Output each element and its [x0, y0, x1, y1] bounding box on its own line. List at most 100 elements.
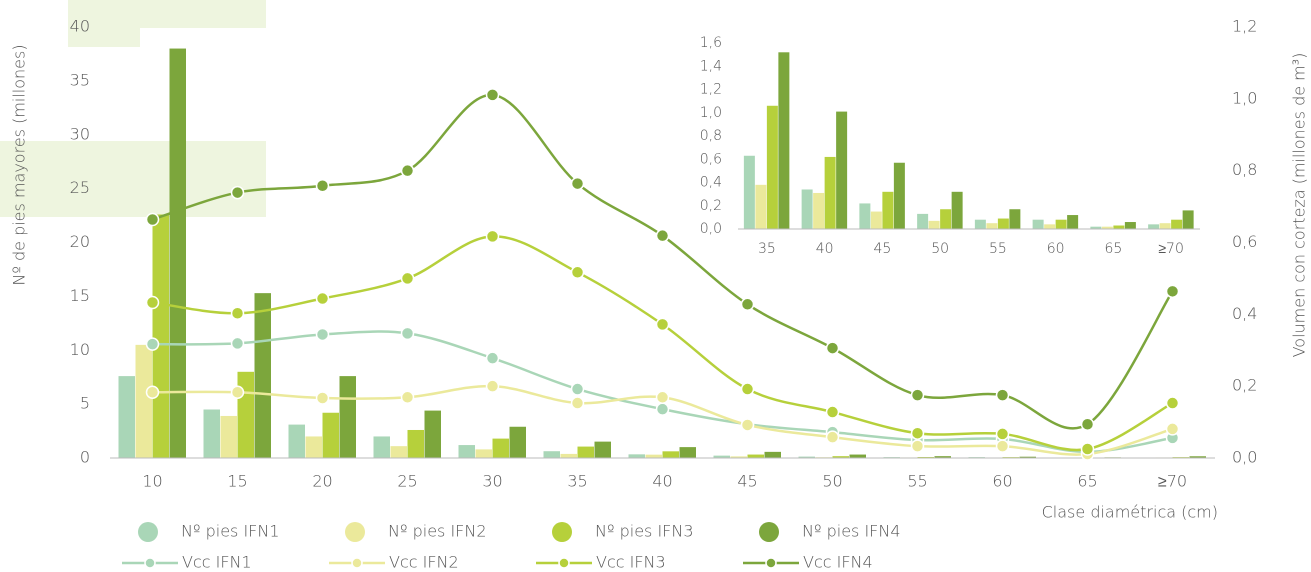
bar: [986, 223, 998, 229]
bar: [1009, 209, 1021, 229]
y-tick-label: 0,8: [700, 128, 722, 144]
bar: [543, 451, 560, 458]
bar: [458, 445, 475, 458]
point: [910, 426, 925, 440]
point: [1165, 422, 1180, 436]
point: [825, 405, 840, 419]
y-tick-label: 25: [70, 178, 90, 197]
bar: [288, 424, 305, 458]
bar: [492, 438, 509, 458]
x-tick-label: 35: [758, 241, 776, 257]
bar: [577, 446, 594, 458]
bar: [1101, 226, 1113, 229]
point: [740, 418, 755, 432]
y-tick-label: 1,4: [700, 58, 722, 74]
x-tick-label: ≥70: [1158, 472, 1187, 491]
bar: [934, 456, 951, 458]
bar: [509, 426, 526, 458]
point: [315, 327, 330, 342]
point: [1080, 417, 1095, 431]
bar: [407, 429, 424, 458]
bar: [1055, 219, 1067, 229]
line: [152, 235, 1174, 452]
y-tick-label: 5: [80, 394, 90, 413]
legend-label: Vcc IFN1: [182, 553, 252, 572]
bar: [237, 371, 254, 458]
legend-swatch: [552, 522, 572, 542]
bar: [778, 52, 790, 229]
bar: [798, 456, 815, 458]
point: [485, 88, 500, 102]
legend-swatch: [144, 557, 156, 569]
bar: [713, 455, 730, 458]
bar: [135, 344, 152, 458]
x-tick-label: 10: [142, 472, 162, 491]
y2-tick-label: 0,6: [1232, 232, 1257, 251]
bar: [322, 412, 339, 458]
x-tick-label: 50: [931, 241, 949, 257]
point: [315, 179, 330, 193]
y-tick-label: 0: [80, 448, 90, 467]
y-tick-label: 10: [70, 340, 90, 359]
y-axis-label: Nº de pies mayores (millones): [10, 44, 29, 285]
x-tick-label: 65: [1077, 472, 1097, 491]
bar: [373, 436, 390, 458]
bar: [662, 451, 679, 458]
point: [485, 351, 500, 365]
bar: [118, 376, 135, 458]
bar: [801, 189, 813, 229]
bar: [594, 441, 611, 458]
legend-label: Vcc IFN2: [389, 553, 459, 572]
x-tick-label: 45: [737, 472, 757, 491]
decoration: [0, 141, 266, 217]
y-tick-label: 1,6: [700, 35, 722, 51]
point: [315, 291, 330, 306]
y-tick-label: 0,2: [700, 198, 722, 214]
bar: [870, 211, 882, 229]
decoration: [68, 0, 266, 28]
point: [655, 390, 670, 405]
x-tick-label: 40: [816, 241, 834, 257]
point: [230, 185, 245, 200]
x-tick-label: 30: [482, 472, 502, 491]
bar: [305, 436, 322, 458]
legend-swatch: [759, 522, 779, 542]
bar: [1113, 225, 1125, 229]
bar: [152, 214, 169, 458]
legend-swatch: [558, 557, 570, 569]
point: [995, 427, 1010, 441]
point: [570, 176, 585, 191]
y2-tick-label: 0,4: [1232, 304, 1257, 323]
point: [655, 402, 670, 416]
y-tick-label: 30: [70, 124, 90, 143]
point: [740, 297, 755, 312]
y-tick-label: 40: [70, 17, 90, 36]
y-tick-label: 0,4: [700, 175, 722, 191]
bar: [475, 449, 492, 458]
y-tick-label: 35: [70, 70, 90, 89]
point: [570, 382, 585, 396]
point: [230, 385, 245, 400]
y2-tick-label: 1,2: [1232, 17, 1257, 36]
x-tick-label: 60: [1047, 241, 1065, 257]
bar: [203, 409, 220, 458]
bar: [747, 454, 764, 458]
bar: [1182, 210, 1194, 229]
bar: [1159, 223, 1171, 229]
bar: [849, 454, 866, 458]
point: [400, 390, 415, 405]
bar: [390, 446, 407, 458]
point: [995, 439, 1010, 453]
y2-tick-label: 0,8: [1232, 160, 1257, 179]
decoration: [68, 28, 140, 47]
bar: [169, 48, 186, 459]
bar: [832, 456, 849, 458]
x-tick-label: 15: [227, 472, 247, 491]
bar: [859, 203, 871, 229]
point: [485, 379, 500, 393]
point: [655, 228, 670, 243]
x-tick-label: 45: [873, 241, 891, 257]
point: [1080, 442, 1095, 456]
